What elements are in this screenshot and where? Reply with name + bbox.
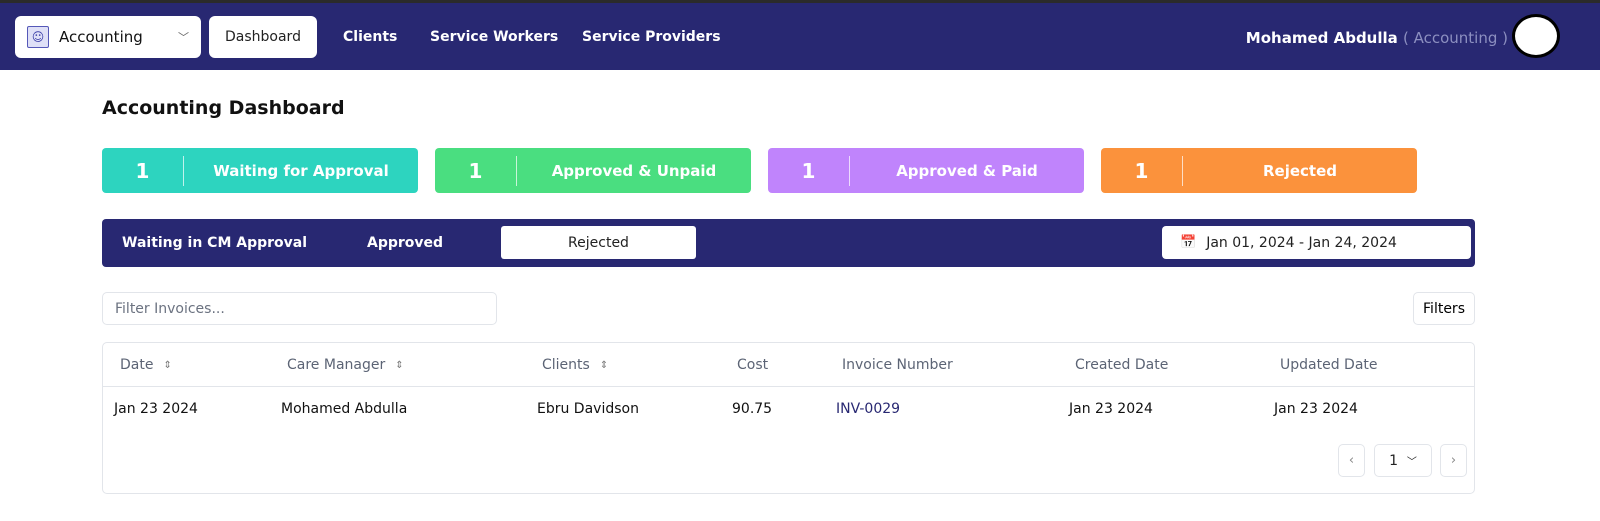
column-updated-date: Updated Date: [1280, 357, 1378, 373]
user-name: Mohamed Abdulla: [1245, 29, 1398, 47]
date-range-picker[interactable]: 📅 Jan 01, 2024 - Jan 24, 2024: [1162, 226, 1471, 259]
column-date[interactable]: Date ⇕: [120, 357, 172, 373]
page-title: Accounting Dashboard: [102, 97, 345, 119]
page-select[interactable]: 1 ﹀: [1374, 444, 1432, 477]
chevron-down-icon: ﹀: [178, 31, 189, 44]
user-role: ( Accounting ): [1403, 29, 1508, 47]
cell-cost: 90.75: [732, 401, 773, 417]
avatar[interactable]: [1512, 14, 1560, 58]
cell-updated-date: Jan 23 2024: [1274, 401, 1358, 417]
status-tabs: Waiting in CM Approval Approved Rejected…: [102, 219, 1475, 267]
calendar-icon: 📅: [1180, 235, 1197, 250]
window-top-strip: [0, 0, 1600, 3]
tab-waiting-cm-approval[interactable]: Waiting in CM Approval: [122, 234, 308, 251]
card-label: Approved & Paid: [896, 161, 1038, 180]
sort-icon: ⇕: [395, 359, 404, 371]
card-approved-unpaid[interactable]: 1 Approved & Unpaid: [435, 148, 751, 193]
tab-rejected[interactable]: Rejected: [501, 226, 696, 259]
column-cost: Cost: [737, 357, 769, 373]
column-clients[interactable]: Clients ⇕: [542, 357, 609, 373]
filter-invoices-input[interactable]: [102, 292, 497, 325]
column-created-date: Created Date: [1075, 357, 1169, 373]
date-range-text: Jan 01, 2024 - Jan 24, 2024: [1206, 234, 1397, 251]
user-info: Mohamed Abdulla ( Accounting ): [1246, 29, 1508, 47]
page-number: 1: [1389, 452, 1398, 469]
next-page-button[interactable]: ›: [1440, 444, 1467, 477]
top-nav: ☺ Accounting ﹀ Dashboard Clients Service…: [0, 3, 1600, 70]
card-count: 1: [768, 155, 850, 186]
role-select-label: Accounting: [59, 28, 143, 46]
filters-button[interactable]: Filters: [1413, 292, 1475, 325]
accounting-logo-icon: ☺: [27, 26, 49, 48]
role-select[interactable]: ☺ Accounting ﹀: [15, 16, 201, 58]
cell-created-date: Jan 23 2024: [1069, 401, 1153, 417]
column-care-manager[interactable]: Care Manager ⇕: [287, 357, 404, 373]
card-rejected[interactable]: 1 Rejected: [1101, 148, 1417, 193]
table-header: Date ⇕ Care Manager ⇕ Clients ⇕ Cost Invoic…: [103, 343, 1474, 387]
card-count: 1: [1101, 155, 1183, 186]
cell-date: Jan 23 2024: [114, 401, 198, 417]
invoices-table: Date ⇕ Care Manager ⇕ Clients ⇕ Cost Invoic…: [102, 342, 1475, 494]
column-invoice-number: Invoice Number: [842, 357, 953, 373]
sort-icon: ⇕: [163, 359, 172, 371]
cell-invoice-number[interactable]: INV-0029: [836, 401, 901, 417]
cell-client: Ebru Davidson: [537, 401, 639, 417]
cell-care-manager: Mohamed Abdulla: [281, 401, 408, 417]
chevron-down-icon: ﹀: [1406, 457, 1417, 468]
card-count: 1: [435, 155, 517, 186]
nav-dashboard[interactable]: Dashboard: [209, 16, 317, 58]
nav-clients[interactable]: Clients: [343, 29, 398, 45]
sort-icon: ⇕: [599, 359, 609, 371]
card-approved-paid[interactable]: 1 Approved & Paid: [768, 148, 1084, 193]
nav-service-workers[interactable]: Service Workers: [430, 29, 559, 45]
card-label: Rejected: [1262, 161, 1337, 180]
card-label: Approved & Unpaid: [551, 161, 717, 180]
table-row[interactable]: Jan 23 2024 Mohamed Abdulla Ebru Davidso…: [103, 387, 1474, 431]
card-waiting-approval[interactable]: 1 Waiting for Approval: [102, 148, 418, 193]
prev-page-button[interactable]: ‹: [1338, 444, 1365, 477]
card-count: 1: [102, 155, 184, 186]
nav-service-providers[interactable]: Service Providers: [582, 29, 721, 45]
card-label: Waiting for Approval: [213, 161, 389, 180]
tab-approved[interactable]: Approved: [367, 234, 444, 251]
